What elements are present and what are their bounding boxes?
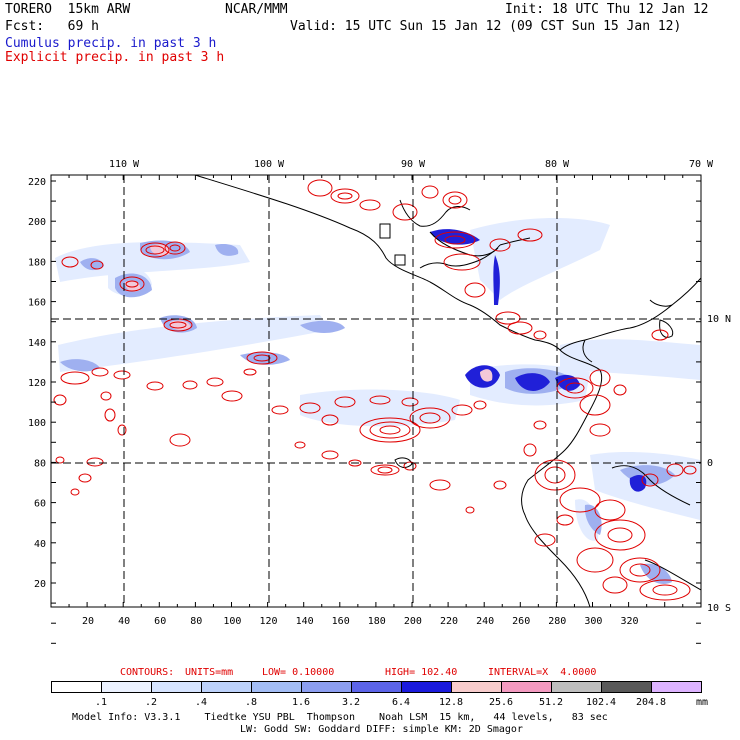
y-tick-label: 120 bbox=[28, 378, 46, 389]
x-tick-label: 40 bbox=[118, 616, 130, 627]
x-tick-label: 200 bbox=[404, 616, 422, 627]
y-tick-label: 40 bbox=[34, 539, 46, 550]
contours-low: LOW= 0.10000 bbox=[262, 667, 335, 678]
colorbar-label: 102.4 bbox=[585, 697, 617, 708]
model-title: TORERO 15km ARW bbox=[5, 2, 131, 17]
organization: NCAR/MMM bbox=[225, 2, 288, 17]
y-tick-label: 80 bbox=[34, 458, 46, 469]
explicit-contours bbox=[53, 179, 697, 601]
lon-label-80w: 80 W bbox=[545, 159, 570, 170]
contours-high: HIGH= 102.40 bbox=[385, 667, 458, 678]
colorbar-swatch bbox=[301, 681, 352, 693]
x-tick-label: 220 bbox=[440, 616, 458, 627]
contours-units: UNITS=mm bbox=[185, 667, 234, 678]
colorbar-swatch bbox=[51, 681, 102, 693]
colorbar-swatch bbox=[501, 681, 552, 693]
lon-label-70w: 70 W bbox=[689, 159, 714, 170]
colorbar-label: 25.6 bbox=[488, 697, 514, 708]
colorbar-swatch bbox=[601, 681, 652, 693]
lat-label-eq: 0 bbox=[707, 458, 713, 469]
init-time: Init: 18 UTC Thu 12 Jan 12 bbox=[505, 2, 709, 17]
colorbar-label: 12.8 bbox=[438, 697, 464, 708]
x-tick-label: 60 bbox=[154, 616, 166, 627]
colorbar-swatch bbox=[651, 681, 702, 693]
lat-label-10n: 10 N bbox=[707, 314, 731, 325]
legend-explicit: Explicit precip. in past 3 h bbox=[5, 50, 225, 65]
y-tick-label: 180 bbox=[28, 257, 46, 268]
colorbar-swatch bbox=[251, 681, 302, 693]
colorbar-label: 204.8 bbox=[635, 697, 667, 708]
colorbar-label: .2 bbox=[144, 697, 158, 708]
forecast-hour: Fcst: 69 h bbox=[5, 19, 99, 34]
colorbar-unit: mm bbox=[696, 697, 709, 708]
lat-lon-grid bbox=[51, 175, 701, 607]
x-tick-label: 260 bbox=[512, 616, 530, 627]
colorbar-swatch bbox=[101, 681, 152, 693]
colorbar-label: .1 bbox=[94, 697, 108, 708]
x-tick-label: 100 bbox=[223, 616, 241, 627]
coastlines bbox=[194, 175, 701, 607]
y-tick-label: 60 bbox=[34, 499, 46, 510]
x-axis-labels: 20 40 60 80 100 120 140 160 180 200 220 240 260 280 30… bbox=[82, 616, 639, 627]
y-tick-label: 100 bbox=[28, 418, 46, 429]
colorbar-label: 3.2 bbox=[341, 697, 361, 708]
colorbar-swatch bbox=[401, 681, 452, 693]
colorbar-swatch bbox=[451, 681, 502, 693]
y-tick-label: 200 bbox=[28, 217, 46, 228]
colorbar-label: 1.6 bbox=[291, 697, 311, 708]
y-tick-label: 160 bbox=[28, 298, 46, 309]
x-tick-label: 180 bbox=[368, 616, 386, 627]
y-tick-label: 20 bbox=[34, 579, 46, 590]
contours-interval: INTERVAL=X 4.0000 bbox=[488, 667, 597, 678]
y-axis-labels: 220 200 180 160 140 120 100 80 60 40 20 bbox=[28, 177, 46, 590]
footer-physics-info: LW: Godd SW: Goddard DIFF: simple KM: 2D… bbox=[240, 724, 523, 735]
colorbar-swatch bbox=[351, 681, 402, 693]
lon-label-100w: 100 W bbox=[254, 159, 285, 170]
x-tick-label: 240 bbox=[476, 616, 494, 627]
lon-label-90w: 90 W bbox=[401, 159, 426, 170]
colorbar-swatch bbox=[551, 681, 602, 693]
lat-label-10s: 10 S bbox=[707, 603, 731, 614]
tick-marks bbox=[50, 175, 701, 644]
x-tick-label: 160 bbox=[332, 616, 350, 627]
lon-label-110w: 110 W bbox=[109, 159, 140, 170]
x-tick-label: 300 bbox=[584, 616, 602, 627]
y-tick-label: 220 bbox=[28, 177, 46, 188]
contours-label: CONTOURS: bbox=[120, 667, 175, 678]
colorbar-swatch bbox=[151, 681, 202, 693]
x-tick-label: 20 bbox=[82, 616, 94, 627]
colorbar-swatch bbox=[201, 681, 252, 693]
colorbar-label: 51.2 bbox=[538, 697, 564, 708]
x-tick-label: 280 bbox=[548, 616, 566, 627]
footer-model-info: Model Info: V3.3.1 Tiedtke YSU PBL Thomp… bbox=[72, 712, 608, 723]
x-tick-label: 120 bbox=[259, 616, 277, 627]
valid-time: Valid: 15 UTC Sun 15 Jan 12 (09 CST Sun … bbox=[290, 19, 682, 34]
y-tick-label: 140 bbox=[28, 338, 46, 349]
x-tick-label: 80 bbox=[190, 616, 202, 627]
x-tick-label: 140 bbox=[296, 616, 314, 627]
colorbar-label: 6.4 bbox=[391, 697, 411, 708]
colorbar-label: .8 bbox=[244, 697, 258, 708]
legend-cumulus: Cumulus precip. in past 3 h bbox=[5, 36, 217, 51]
colorbar-label: .4 bbox=[194, 697, 208, 708]
x-tick-label: 320 bbox=[620, 616, 638, 627]
